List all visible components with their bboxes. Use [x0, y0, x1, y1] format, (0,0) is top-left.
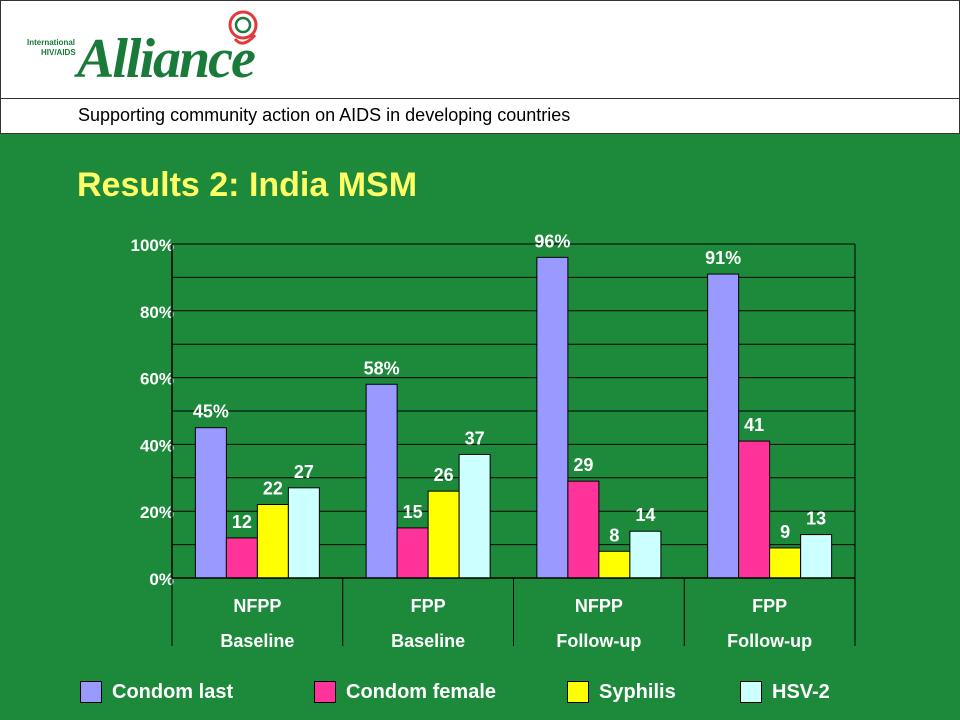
- bar-layer: [194, 256, 833, 579]
- tagline: Supporting community action on AIDS in d…: [78, 105, 571, 125]
- bar: [365, 383, 398, 579]
- bar: [738, 440, 771, 579]
- x-category-label: FPP: [752, 596, 787, 616]
- legend-item-condom-last: Condom last: [80, 678, 233, 706]
- legend-item-syphilis: Syphilis: [567, 678, 676, 706]
- data-label: 96%: [534, 231, 570, 251]
- slide-header: International HIV/AIDS Alliance Supporti…: [0, 0, 960, 134]
- data-label: 45%: [193, 402, 229, 422]
- logo-small-text-2: HIV/AIDS: [41, 48, 76, 57]
- logo-small-text-1: International: [27, 38, 75, 47]
- bar: [225, 537, 258, 579]
- bar: [769, 547, 802, 579]
- bar: [256, 504, 289, 579]
- x-category-label: NFPP: [233, 596, 281, 616]
- data-label: 58%: [364, 358, 400, 378]
- bar: [396, 527, 429, 579]
- header-divider: [1, 98, 959, 99]
- bar: [427, 490, 460, 579]
- legend-label-hsv-2: HSV-2: [772, 680, 830, 703]
- data-label: 91%: [705, 248, 741, 268]
- legend-swatch-condom-female: [314, 681, 336, 703]
- y-tick-label: 20%: [140, 503, 174, 522]
- axis-layer: 0% 20% 40% 60% 80% 100% NFPP Baseline FPP Baselin…: [131, 236, 856, 651]
- bar: [536, 256, 569, 579]
- legend-label-condom-female: Condom female: [346, 680, 497, 703]
- chart-legend: Condom last Condom female Syphilis HSV-2: [80, 678, 940, 706]
- bar: [707, 273, 740, 579]
- data-label: 29: [573, 455, 593, 475]
- x-category-sublabel: Baseline: [391, 631, 465, 651]
- data-label: 9: [780, 522, 790, 542]
- bar: [598, 550, 631, 579]
- data-label: 13: [806, 509, 826, 529]
- data-label: 22: [263, 479, 283, 499]
- bar: [800, 534, 833, 579]
- ribbon-swirl-icon: [228, 10, 258, 45]
- logo-wordmark: Alliance: [74, 28, 255, 87]
- data-label: 14: [635, 505, 655, 525]
- x-category-label: FPP: [411, 596, 446, 616]
- legend-swatch-syphilis: [567, 681, 589, 703]
- bar: [287, 487, 320, 579]
- x-category-label: NFPP: [575, 596, 623, 616]
- y-tick-label: 0%: [149, 570, 174, 589]
- x-category-sublabel: Follow-up: [556, 631, 641, 651]
- label-layer: 45% 12 22 27 58% 15 26 37 96% 29 8 14 91% 41 9 13: [193, 231, 826, 545]
- legend-swatch-condom-last: [80, 681, 102, 703]
- data-label: 41: [744, 415, 764, 435]
- legend-swatch-hsv-2: [740, 681, 762, 703]
- data-label: 8: [609, 525, 619, 545]
- bar: [194, 427, 227, 579]
- data-label: 37: [465, 428, 485, 448]
- x-category-sublabel: Follow-up: [727, 631, 812, 651]
- legend-label-syphilis: Syphilis: [599, 680, 676, 703]
- data-label: 27: [294, 462, 314, 482]
- y-tick-label: 60%: [140, 370, 174, 389]
- data-label: 15: [403, 502, 423, 522]
- legend-label-condom-last: Condom last: [112, 680, 234, 703]
- y-tick-label: 80%: [140, 303, 174, 322]
- bar: [629, 530, 662, 579]
- bar: [567, 480, 600, 579]
- data-label: 12: [232, 512, 252, 532]
- legend-item-condom-female: Condom female: [314, 678, 496, 706]
- alliance-logo: International HIV/AIDS Alliance: [27, 10, 258, 87]
- bar: [458, 453, 491, 579]
- slide-title: Results 2: India MSM: [77, 166, 418, 204]
- x-category-sublabel: Baseline: [220, 631, 294, 651]
- y-tick-label: 40%: [140, 436, 174, 455]
- data-label: 26: [434, 465, 454, 485]
- y-tick-label: 100%: [131, 236, 174, 255]
- legend-item-hsv-2: HSV-2: [740, 678, 830, 706]
